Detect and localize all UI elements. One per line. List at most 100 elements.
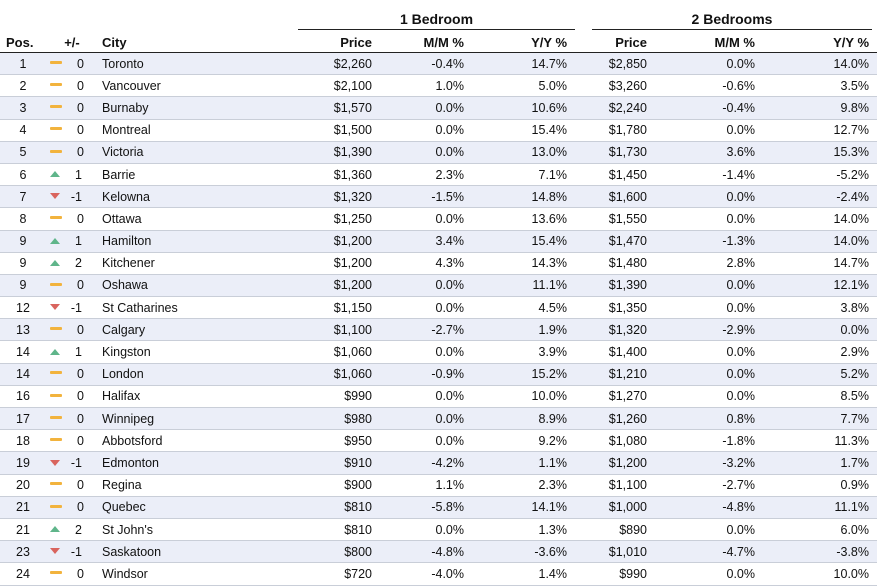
cell-yy-2bed: 14.0% <box>763 230 877 253</box>
cell-city: Regina <box>98 474 298 497</box>
cell-change-value: 0 <box>77 56 84 71</box>
cell-pos: 19 <box>0 451 46 475</box>
cell-city: Ottawa <box>98 207 298 231</box>
cell-change: 0 <box>46 562 98 586</box>
cell-yy-1bed: 13.0% <box>472 141 575 164</box>
cell-price-2bed: $990 <box>575 562 647 586</box>
table-row: 19 -1 Edmonton $910 -4.2% 1.1% $1,200 -3.2% 1.7% <box>0 451 877 475</box>
cell-pos: 21 <box>0 518 46 542</box>
cell-mm-1bed: 2.3% <box>372 163 472 187</box>
cell-city: Halifax <box>98 385 298 409</box>
column-header-row: Pos. +/- City Price M/M % Y/Y % Price M/… <box>0 33 877 53</box>
cell-mm-2bed: -1.8% <box>647 429 763 453</box>
cell-price-1bed: $800 <box>298 540 372 564</box>
cell-pos: 21 <box>0 496 46 519</box>
cell-yy-1bed: 4.5% <box>472 296 575 320</box>
cell-pos: 3 <box>0 96 46 120</box>
cell-price-1bed: $980 <box>298 407 372 431</box>
cell-pos: 9 <box>0 252 46 275</box>
table-row: 13 0 Calgary $1,100 -2.7% 1.9% $1,320 -2.9% 0.0% <box>0 318 877 342</box>
cell-city: Kitchener <box>98 252 298 275</box>
cell-pos: 1 <box>0 52 46 76</box>
cell-yy-1bed: 1.4% <box>472 562 575 586</box>
cell-yy-1bed: 5.0% <box>472 74 575 98</box>
cell-price-2bed: $1,320 <box>575 318 647 342</box>
table-row: 14 1 Kingston $1,060 0.0% 3.9% $1,400 0.0% 2.9% <box>0 340 877 364</box>
cell-mm-1bed: -2.7% <box>372 318 472 342</box>
cell-pos: 14 <box>0 340 46 364</box>
cell-yy-1bed: 14.7% <box>472 52 575 76</box>
cell-change-value: 0 <box>77 78 84 93</box>
cell-change-value: 0 <box>77 389 84 404</box>
cell-mm-1bed: -5.8% <box>372 496 472 519</box>
cell-city: Hamilton <box>98 230 298 253</box>
cell-change-value: 2 <box>75 256 82 271</box>
table-row: 21 2 St John's $810 0.0% 1.3% $890 0.0% 6.0% <box>0 518 877 542</box>
cell-mm-2bed: 0.0% <box>647 52 763 76</box>
up-arrow-icon <box>50 171 60 178</box>
cell-change: 0 <box>46 274 98 298</box>
no-change-dash-icon <box>50 482 62 486</box>
no-change-dash-icon <box>50 149 62 153</box>
table-row: 6 1 Barrie $1,360 2.3% 7.1% $1,450 -1.4% -5.2% <box>0 163 877 187</box>
cell-change: -1 <box>46 540 98 564</box>
cell-pos: 7 <box>0 185 46 209</box>
up-arrow-icon <box>50 348 60 355</box>
cell-yy-1bed: 15.2% <box>472 363 575 386</box>
cell-city: St John's <box>98 518 298 542</box>
cell-city: Quebec <box>98 496 298 519</box>
cell-mm-2bed: 0.0% <box>647 274 763 298</box>
col-header-change: +/- <box>46 33 98 53</box>
cell-price-1bed: $2,260 <box>298 52 372 76</box>
cell-city: Winnipeg <box>98 407 298 431</box>
cell-change-value: 1 <box>75 345 82 360</box>
cell-price-1bed: $990 <box>298 385 372 409</box>
rent-table: Pos. +/- City Price M/M % Y/Y % Price M/… <box>0 33 877 586</box>
cell-mm-2bed: 0.0% <box>647 385 763 409</box>
no-change-dash-icon <box>50 571 62 575</box>
cell-yy-1bed: 1.3% <box>472 518 575 542</box>
cell-city: Toronto <box>98 52 298 76</box>
cell-price-2bed: $3,260 <box>575 74 647 98</box>
cell-yy-1bed: 2.3% <box>472 474 575 497</box>
cell-yy-1bed: 7.1% <box>472 163 575 187</box>
table-row: 16 0 Halifax $990 0.0% 10.0% $1,270 0.0% 8.5% <box>0 385 877 409</box>
table-row: 14 0 London $1,060 -0.9% 15.2% $1,210 0.0% 5.2% <box>0 363 877 386</box>
cell-pos: 20 <box>0 474 46 497</box>
cell-mm-1bed: -1.5% <box>372 185 472 209</box>
cell-city: London <box>98 363 298 386</box>
cell-mm-1bed: -4.8% <box>372 540 472 564</box>
no-change-dash-icon <box>50 504 62 508</box>
cell-change-value: 0 <box>77 367 84 382</box>
col-header-yy-1bed: Y/Y % <box>472 33 575 53</box>
cell-yy-2bed: 14.7% <box>763 252 877 275</box>
cell-price-1bed: $1,200 <box>298 252 372 275</box>
cell-pos: 14 <box>0 363 46 386</box>
no-change-dash-icon <box>50 105 62 109</box>
cell-change: 0 <box>46 363 98 386</box>
cell-change: -1 <box>46 185 98 209</box>
cell-price-1bed: $1,060 <box>298 340 372 364</box>
cell-mm-1bed: 0.0% <box>372 429 472 453</box>
col-header-yy-2bed: Y/Y % <box>763 33 877 53</box>
cell-city: Oshawa <box>98 274 298 298</box>
cell-yy-1bed: 10.0% <box>472 385 575 409</box>
cell-change-value: 0 <box>77 211 84 226</box>
cell-change: 0 <box>46 407 98 431</box>
cell-price-1bed: $1,570 <box>298 96 372 120</box>
cell-change: 0 <box>46 74 98 98</box>
cell-mm-1bed: 1.0% <box>372 74 472 98</box>
cell-yy-1bed: 8.9% <box>472 407 575 431</box>
cell-mm-2bed: -4.7% <box>647 540 763 564</box>
table-row: 4 0 Montreal $1,500 0.0% 15.4% $1,780 0.0% 12.7% <box>0 119 877 142</box>
cell-yy-2bed: 14.0% <box>763 52 877 76</box>
table-row: 12 -1 St Catharines $1,150 0.0% 4.5% $1,350 0.0… <box>0 296 877 320</box>
cell-yy-1bed: 15.4% <box>472 119 575 142</box>
col-header-price-1bed: Price <box>298 33 372 53</box>
cell-yy-2bed: 11.3% <box>763 429 877 453</box>
col-header-mm-1bed: M/M % <box>372 33 472 53</box>
cell-yy-2bed: 14.0% <box>763 207 877 231</box>
no-change-dash-icon <box>50 127 62 131</box>
up-arrow-icon <box>50 237 60 244</box>
cell-yy-2bed: 15.3% <box>763 141 877 164</box>
